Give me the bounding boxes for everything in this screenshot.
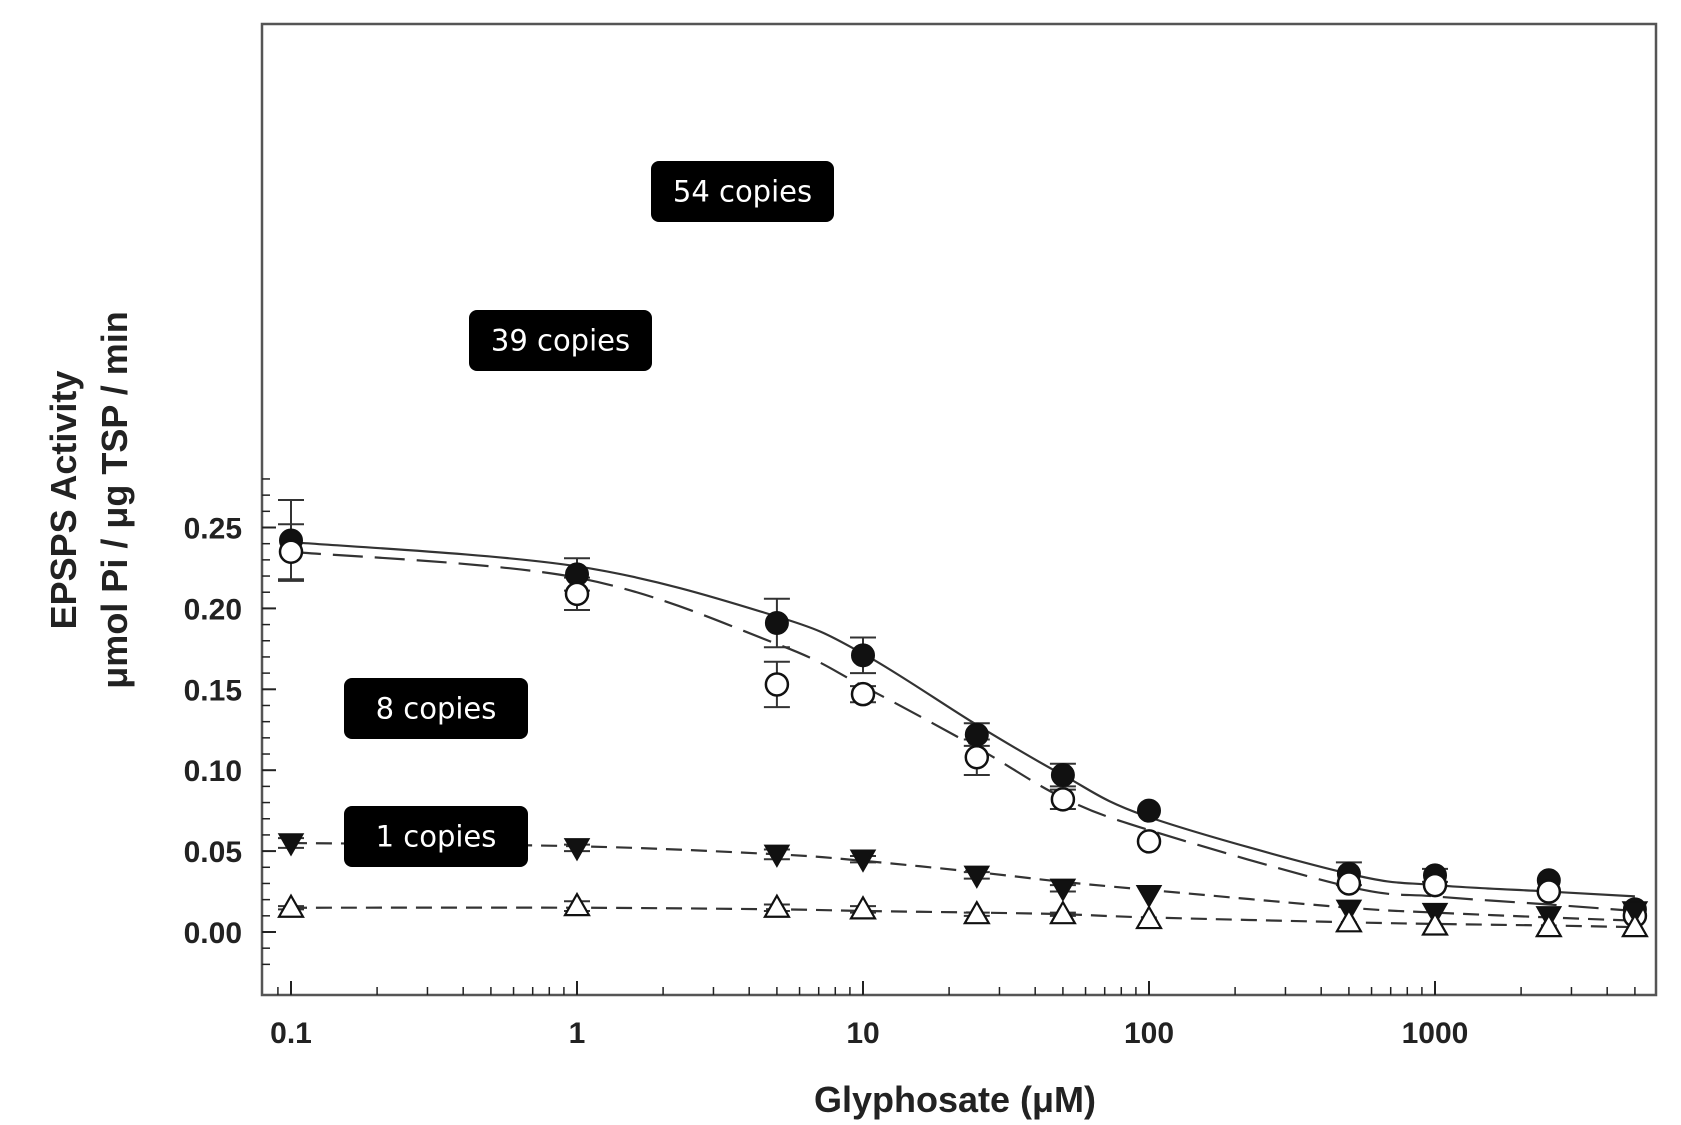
data-point-series-3 xyxy=(1049,878,1077,902)
annotation-badge: 8 copies xyxy=(344,678,528,739)
data-point-series-4 xyxy=(1534,912,1563,938)
data-point-series-3 xyxy=(1135,885,1163,909)
data-point-series-1 xyxy=(851,643,875,668)
data-point-series-2 xyxy=(1336,871,1362,896)
data-point-series-4 xyxy=(849,895,877,920)
data-point-series-3 xyxy=(1621,901,1649,925)
plot-frame xyxy=(260,22,1658,997)
y-axis-title-line2: μmol Pi / μg TSP / min xyxy=(94,311,135,688)
data-point-series-4 xyxy=(1621,912,1649,938)
annotation-label: 1 copies xyxy=(376,820,497,854)
data-point-series-2 xyxy=(964,745,990,770)
annotation-badge-bg xyxy=(469,310,652,371)
annotation-label: 8 copies xyxy=(376,692,497,726)
x-tick-label: 1000 xyxy=(1402,1017,1469,1050)
data-point-series-4 xyxy=(1335,908,1363,933)
data-point-series-3 xyxy=(963,865,991,889)
x-tick-label: 10 xyxy=(846,1017,879,1050)
data-point-series-2 xyxy=(764,672,790,697)
fit-curve-series-2 xyxy=(290,550,1635,913)
x-axis-title: Glyphosate (μM) xyxy=(814,1079,1096,1120)
data-point-series-1 xyxy=(1137,798,1161,823)
y-tick-label: 0.25 xyxy=(184,513,242,546)
y-axis-title-line1: EPSPS Activity xyxy=(43,371,84,630)
annotation-badge-bg xyxy=(344,678,528,739)
annotation-badge: 1 copies xyxy=(344,806,528,867)
y-tick-label: 0.20 xyxy=(184,593,242,626)
data-point-series-4 xyxy=(962,899,991,925)
data-point-series-3 xyxy=(849,849,877,873)
annotation-label: 39 copies xyxy=(491,324,630,358)
fit-curve-series-4 xyxy=(290,906,1635,929)
data-point-series-4 xyxy=(563,891,591,917)
annotation-badge: 39 copies xyxy=(469,310,652,371)
y-tick-label: 0.10 xyxy=(184,755,242,788)
data-point-series-1 xyxy=(1050,763,1075,788)
data-point-series-2 xyxy=(1050,787,1076,812)
annotation-badge: 54 copies xyxy=(651,161,834,222)
data-point-series-4 xyxy=(277,893,305,918)
y-tick-label: 0.00 xyxy=(184,917,242,950)
data-point-series-2 xyxy=(850,681,876,707)
x-tick-label: 100 xyxy=(1124,1017,1174,1050)
data-point-series-2 xyxy=(278,539,304,565)
data-point-series-2 xyxy=(1422,872,1448,898)
annotation-label: 54 copies xyxy=(673,175,812,209)
annotation-badge-bg xyxy=(344,806,528,867)
data-point-series-4 xyxy=(1049,899,1077,925)
data-point-series-3 xyxy=(277,833,305,857)
data-point-series-3 xyxy=(763,844,791,868)
data-point-series-4 xyxy=(1135,904,1163,930)
data-point-series-2 xyxy=(1536,879,1562,904)
data-point-series-4 xyxy=(1421,911,1449,936)
fit-curve-series-3 xyxy=(290,841,1635,922)
x-tick-label: 0.1 xyxy=(270,1017,312,1050)
annotation-badge-bg xyxy=(651,161,834,222)
x-tick-label: 1 xyxy=(569,1017,586,1050)
data-point-series-2 xyxy=(564,581,590,607)
data-point-series-1 xyxy=(964,722,989,747)
y-tick-label: 0.05 xyxy=(184,836,242,869)
data-point-series-3 xyxy=(563,838,591,862)
data-point-series-1 xyxy=(764,610,789,635)
y-tick-label: 0.15 xyxy=(184,674,242,707)
data-point-series-4 xyxy=(763,893,791,918)
data-point-series-2 xyxy=(1136,829,1162,854)
